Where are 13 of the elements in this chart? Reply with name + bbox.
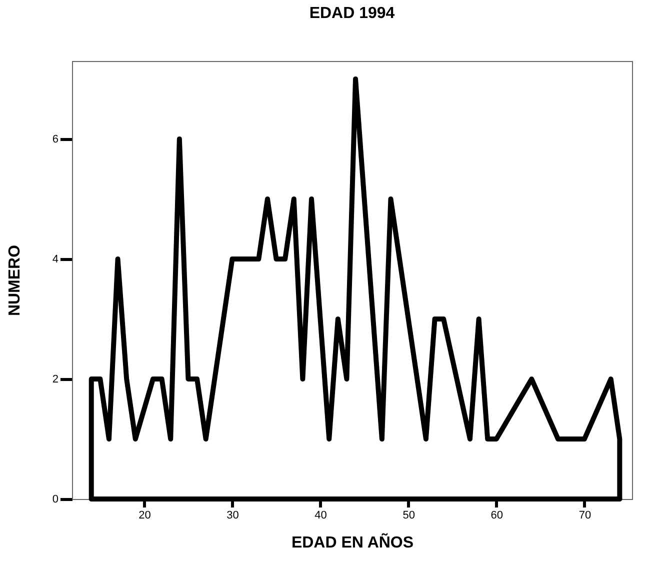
y-tick-label: 6 [52, 134, 58, 146]
x-tick-label: 30 [226, 510, 239, 522]
x-tick-label: 70 [578, 510, 592, 522]
x-tick-label: 40 [314, 510, 327, 522]
y-tick-label: 2 [52, 374, 58, 386]
x-tick-label: 60 [490, 510, 504, 522]
x-axis-title: EDAD EN AÑOS [291, 532, 414, 552]
x-tick-label: 50 [402, 510, 415, 522]
y-tick-label: 4 [52, 254, 58, 266]
x-tick-label: 20 [138, 510, 151, 522]
y-axis-title: NUMERO [6, 244, 24, 316]
chart-title: EDAD 1994 [309, 5, 395, 22]
y-tick-label: 0 [52, 494, 58, 506]
